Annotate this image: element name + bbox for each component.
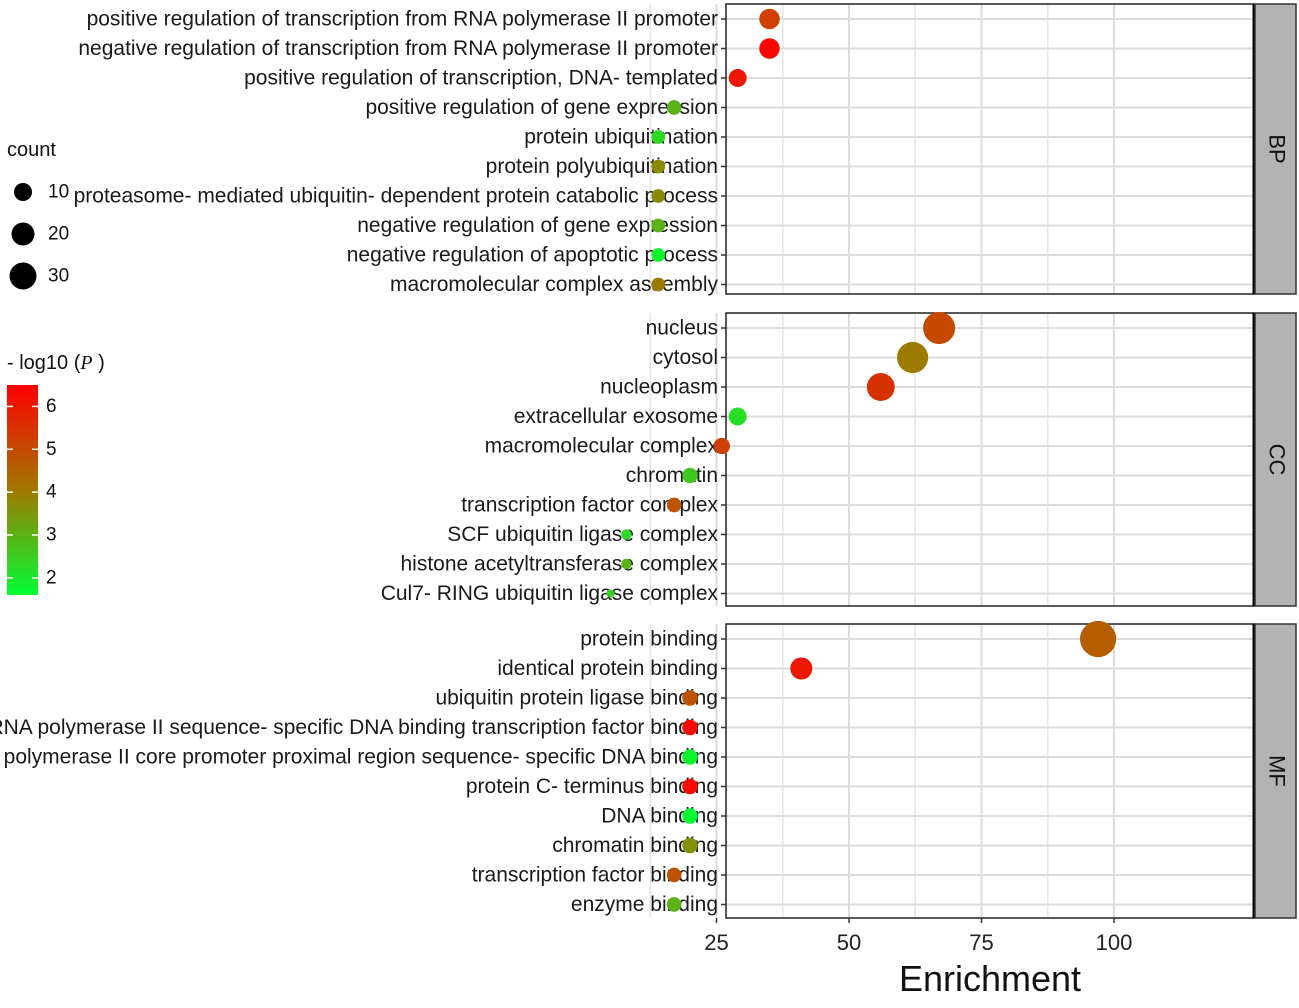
- color-legend-bar: [7, 385, 38, 595]
- data-point: [651, 130, 666, 144]
- color-legend-title-suffix: ): [93, 352, 105, 374]
- color-legend-label: 2: [46, 567, 57, 588]
- facet-panel-cc: CC nucleus cytosol nucleoplasm extracellular…: [381, 311, 1297, 607]
- data-point: [1079, 620, 1117, 658]
- data-point: [651, 248, 666, 262]
- color-legend-label: 5: [46, 439, 57, 460]
- data-point: [651, 218, 666, 233]
- x-tick-label: 100: [1096, 930, 1133, 955]
- term-label: positive regulation of transcription, DN…: [244, 67, 718, 90]
- data-point: [682, 719, 698, 736]
- term-label: negative regulation of gene expression: [357, 214, 718, 237]
- facet-label-bp: BP: [1265, 134, 1290, 163]
- facet-panel-bp: BP positive regulation of transcription f…: [74, 3, 1297, 296]
- x-tick-label: 75: [969, 930, 993, 955]
- x-tick-label: 25: [704, 930, 728, 955]
- size-legend-dot: [9, 262, 37, 290]
- size-legend-title: count: [7, 139, 56, 161]
- data-point: [759, 8, 780, 30]
- term-label: identical protein binding: [497, 657, 718, 680]
- size-legend-label: 20: [48, 224, 69, 245]
- term-label: histone acetyltransferase complex: [401, 553, 719, 576]
- data-point: [666, 497, 682, 513]
- term-label: negative regulation of apoptotic process: [347, 244, 718, 267]
- term-label: chromatin binding: [552, 834, 718, 857]
- term-label: enzyme binding: [571, 893, 718, 916]
- facet-strip: [1254, 312, 1297, 607]
- term-label: protein ubiquitination: [524, 126, 718, 149]
- term-label: macromolecular complex: [485, 435, 719, 458]
- term-label: nucleoplasm: [600, 376, 718, 399]
- data-point: [896, 341, 929, 374]
- data-point: [682, 778, 698, 795]
- term-label: chromatin: [626, 464, 718, 487]
- data-point: [666, 897, 682, 912]
- data-point: [651, 189, 666, 203]
- data-point: [651, 159, 666, 174]
- term-label: protein C- terminus binding: [466, 775, 718, 798]
- term-label: DNA binding: [601, 805, 718, 828]
- x-axis-title: Enrichment: [899, 958, 1081, 999]
- term-label: negative regulation of transcription fro…: [78, 37, 718, 60]
- color-legend-title-prefix: - log10 (: [7, 352, 81, 374]
- data-point: [666, 100, 682, 115]
- data-point: [621, 558, 632, 570]
- term-label: RNA polymerase II core promoter proximal…: [0, 746, 718, 769]
- term-label: transcription factor complex: [461, 494, 718, 517]
- size-legend-dot: [14, 183, 32, 201]
- facet-strip: [1254, 3, 1297, 295]
- facet-label-cc: CC: [1265, 444, 1290, 476]
- size-legend-label: 30: [48, 266, 69, 287]
- term-label: protein binding: [580, 628, 718, 651]
- term-label: positive regulation of gene expression: [365, 96, 718, 119]
- data-point: [759, 38, 780, 59]
- facet-label-mf: MF: [1265, 755, 1290, 787]
- color-legend-label: 3: [46, 525, 57, 546]
- term-label: nucleus: [646, 317, 718, 340]
- data-point: [728, 69, 747, 87]
- data-point: [713, 437, 730, 455]
- panel-background: [726, 313, 1254, 606]
- size-legend-label: 10: [48, 182, 69, 203]
- facet-strip: [1254, 623, 1297, 919]
- data-point: [728, 407, 747, 426]
- data-point: [682, 467, 698, 484]
- data-point: [666, 867, 682, 883]
- size-legend-dot: [11, 222, 35, 246]
- data-point: [923, 311, 956, 345]
- data-point: [866, 373, 895, 401]
- data-point: [682, 690, 698, 706]
- term-label: protein polyubiquitination: [486, 155, 718, 178]
- term-label: transcription factor binding: [472, 864, 718, 887]
- term-label: ubiquitin protein ligase binding: [435, 687, 718, 710]
- color-legend-title: - log10 (P ): [7, 352, 105, 374]
- color-legend-title-variable: P: [79, 352, 92, 374]
- x-tick-label: 50: [837, 930, 861, 955]
- term-label: macromolecular complex assembly: [390, 273, 718, 296]
- color-legend-label: 6: [46, 396, 57, 417]
- term-label: Cul7- RING ubiquitin ligase complex: [381, 582, 719, 605]
- data-point: [682, 808, 698, 824]
- color-legend-label: 4: [46, 482, 57, 503]
- term-label: cytosol: [653, 346, 718, 369]
- term-label: RNA polymerase II sequence- specific DNA…: [0, 716, 718, 739]
- term-label: SCF ubiquitin ligase complex: [447, 523, 718, 546]
- data-point: [621, 529, 632, 540]
- term-label: positive regulation of transcription fro…: [87, 8, 718, 31]
- panel-background: [726, 624, 1254, 918]
- panel-background: [726, 4, 1254, 294]
- data-point: [790, 657, 813, 680]
- data-point: [606, 589, 615, 598]
- data-point: [682, 837, 698, 854]
- data-point: [651, 277, 666, 292]
- term-label: extracellular exosome: [514, 405, 718, 428]
- facet-panel-mf: MF protein binding identical protein bindi…: [0, 620, 1297, 919]
- term-label: proteasome- mediated ubiquitin- dependen…: [74, 185, 718, 208]
- data-point: [682, 749, 698, 765]
